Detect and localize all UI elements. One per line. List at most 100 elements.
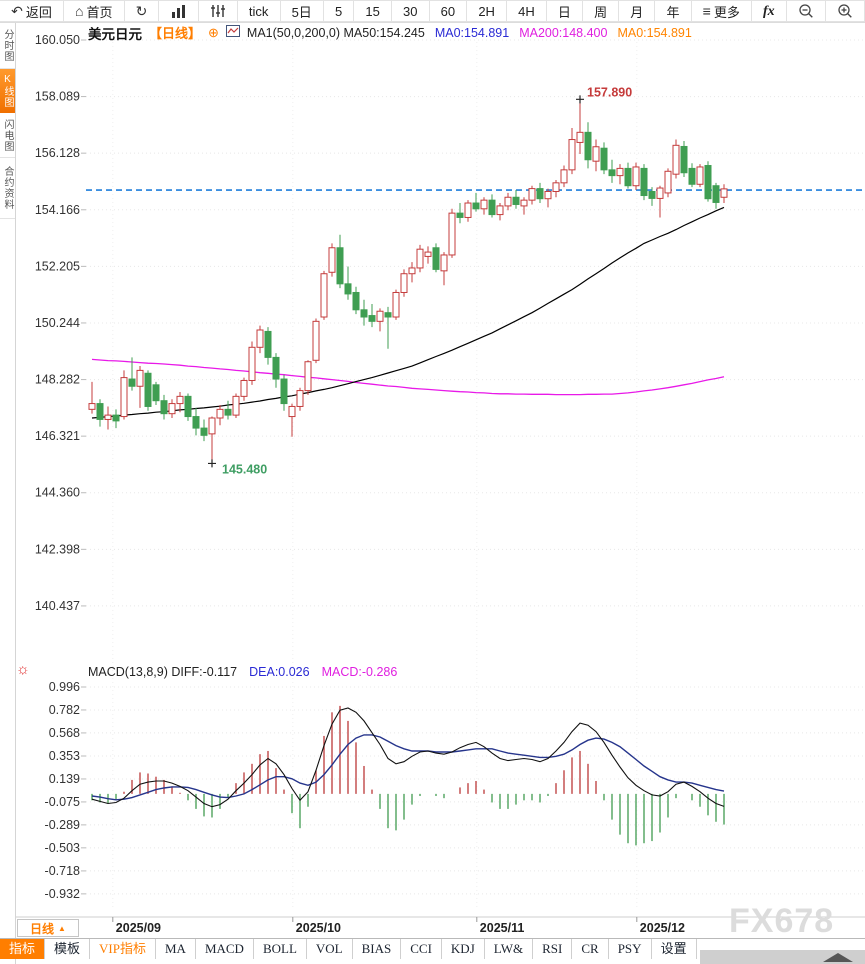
toolbar-item-label: 返回 (25, 4, 52, 20)
mini-chart-icon (225, 25, 240, 40)
back-button[interactable]: ↶ 返回 (0, 0, 64, 22)
ma-value-labels: MA1(50,0,200,0) MA50:154.245 MA0:154.891 M… (247, 26, 702, 40)
x-axis-label: 2025/09 (116, 921, 161, 935)
interval-2h-button[interactable]: 2H (466, 0, 508, 22)
toolbar-item-label: 60 (440, 3, 456, 19)
interval-tick-button[interactable]: tick (236, 0, 281, 22)
ma200-line (91, 358, 725, 396)
refresh-icon: ↻ (135, 2, 148, 19)
tab-PSY[interactable]: PSY (609, 939, 652, 959)
toolbar-item-label: 5日 (291, 4, 312, 20)
price-axis-label: 154.166 (35, 203, 80, 217)
toolbar-item-label: 15 (365, 3, 380, 19)
zoom-in-icon (837, 3, 853, 19)
interval-15-button[interactable]: 15 (353, 0, 392, 22)
price-axis-label: 146.321 (35, 429, 80, 443)
sidebar-item-4[interactable]: 合约资料 (0, 158, 15, 219)
toolbar-item-label: 首页 (86, 4, 113, 20)
zoom-in-button[interactable] (824, 0, 865, 22)
tab-KDJ[interactable]: KDJ (442, 939, 485, 959)
interval-5d-button[interactable]: 5日 (279, 0, 324, 22)
x-axis-label: 2025/10 (296, 921, 341, 935)
x-axis-label: 2025/11 (480, 921, 525, 935)
tab-BOLL[interactable]: BOLL (254, 939, 307, 959)
top-toolbar: ↶ 返回 ⌂ 首页 ↻ tick 5日 5 15 30 60 2H 4H 日周月年 ≡ 更多 fx (0, 0, 865, 23)
tab-设置[interactable]: 设置 (652, 939, 697, 959)
interval-4h-button[interactable]: 4H (506, 0, 547, 22)
interval-5-button[interactable]: 5 (322, 0, 355, 22)
y-axis-labels: 160.050 158.089 156.128 154.166 152.205 150.2… (35, 33, 80, 613)
tab-CCI[interactable]: CCI (401, 939, 442, 959)
tab-VIP指标[interactable]: VIP指标 (90, 939, 156, 959)
period-tag: 【日线】 (149, 26, 202, 41)
sidebar-item-1[interactable]: 分时图 (0, 22, 15, 69)
tab-MA[interactable]: MA (156, 939, 196, 959)
x-axis: 2025/09 2025/10 2025/11 2025/12 (0, 30, 865, 935)
chart-style-button[interactable] (158, 0, 199, 22)
x-axis-label: 2025/12 (640, 921, 685, 935)
tab-LW&[interactable]: LW& (485, 939, 534, 959)
sliders-icon (210, 4, 226, 18)
bar-chart-icon (171, 4, 187, 18)
home-button[interactable]: ⌂ 首页 (62, 0, 125, 22)
macd-value-labels: MACD(13,8,9) DIFF:-0.117 DEA:0.026 MACD:-0… (88, 665, 409, 679)
low-price-label: 145.480 (222, 462, 267, 476)
macd-axis-label: 0.568 (49, 726, 80, 740)
refresh-button[interactable]: ↻ (123, 0, 160, 22)
interval-year-button[interactable]: 年 (654, 0, 692, 22)
back-icon: ↶ (11, 2, 23, 19)
macd-grid: 0.996 0.782 0.568 0.353 0.139 -0.075 -0.289 -0.… (45, 680, 865, 901)
collapse-icon[interactable]: ⊕ (208, 25, 219, 40)
macd-axis-label: -0.075 (45, 795, 80, 809)
tab-模板[interactable]: 模板 (45, 939, 91, 959)
macd-histogram (91, 705, 725, 846)
period-selector[interactable]: 日线 ▲ (17, 919, 79, 937)
interval-30-button[interactable]: 30 (390, 0, 430, 22)
indicator-picker-button[interactable] (197, 0, 238, 22)
zoom-out-button[interactable] (785, 0, 826, 22)
toolbar-item-label: 日 (557, 4, 571, 20)
price-axis-label: 142.398 (35, 542, 80, 556)
tab-RSI[interactable]: RSI (533, 939, 573, 959)
toolbar-item-label: 30 (403, 3, 418, 19)
price-axis-label: 144.360 (35, 486, 80, 500)
toolbar-item-label: 周 (594, 4, 608, 20)
toolbar-item-label: 月 (630, 4, 644, 20)
tab-BIAS[interactable]: BIAS (353, 939, 402, 959)
sidebar-item-3[interactable]: 闪电图 (0, 113, 15, 158)
ma-value: MA200:148.400 (519, 25, 608, 40)
sidebar-item-2[interactable]: K线图 (0, 69, 15, 113)
indicator-settings-icon[interactable]: ☼ (16, 661, 30, 678)
tab-CR[interactable]: CR (572, 939, 609, 959)
more-button[interactable]: ≡ 更多 (690, 0, 752, 22)
diff-line (91, 707, 725, 808)
toolbar-item-label: 4H (518, 3, 535, 19)
formula-button[interactable]: fx (750, 0, 787, 22)
ma-value: MA0:154.891 (617, 25, 692, 40)
interval-60-button[interactable]: 60 (428, 0, 468, 22)
high-annotation: 157.890 (576, 85, 632, 104)
macd-axis-label: 0.353 (49, 749, 80, 763)
interval-week-button[interactable]: 周 (582, 0, 620, 22)
candlestick-series (88, 102, 728, 461)
macd-value: MACD(13,8,9) DIFF:-0.117 (88, 665, 238, 679)
scroll-strip[interactable] (700, 950, 865, 964)
macd-axis-label: -0.932 (45, 887, 80, 901)
tab-MACD[interactable]: MACD (196, 939, 254, 959)
interval-month-button[interactable]: 月 (618, 0, 656, 22)
scroll-arrow-icon[interactable] (823, 953, 853, 962)
toolbar-item-label: 5 (334, 3, 343, 19)
high-price-label: 157.890 (587, 85, 632, 99)
macd-axis-label: -0.718 (45, 864, 80, 878)
interval-day-button[interactable]: 日 (545, 0, 584, 22)
low-annotation: 145.480 (208, 459, 267, 476)
tab-指标[interactable]: 指标 (0, 939, 46, 959)
ma-value: MA1(50,0,200,0) MA50:154.245 (246, 25, 425, 40)
toolbar-item-label: 年 (666, 4, 680, 20)
macd-axis-label: 0.139 (49, 772, 80, 786)
macd-axis-label: 0.782 (49, 703, 80, 717)
bottom-tabbar: 指标 模板 VIP指标 MA MACD BOLL VOL BIAS CCI KDJ LW& RSI CR… (0, 938, 865, 959)
zoom-out-icon (798, 3, 814, 19)
tab-VOL[interactable]: VOL (307, 939, 353, 959)
